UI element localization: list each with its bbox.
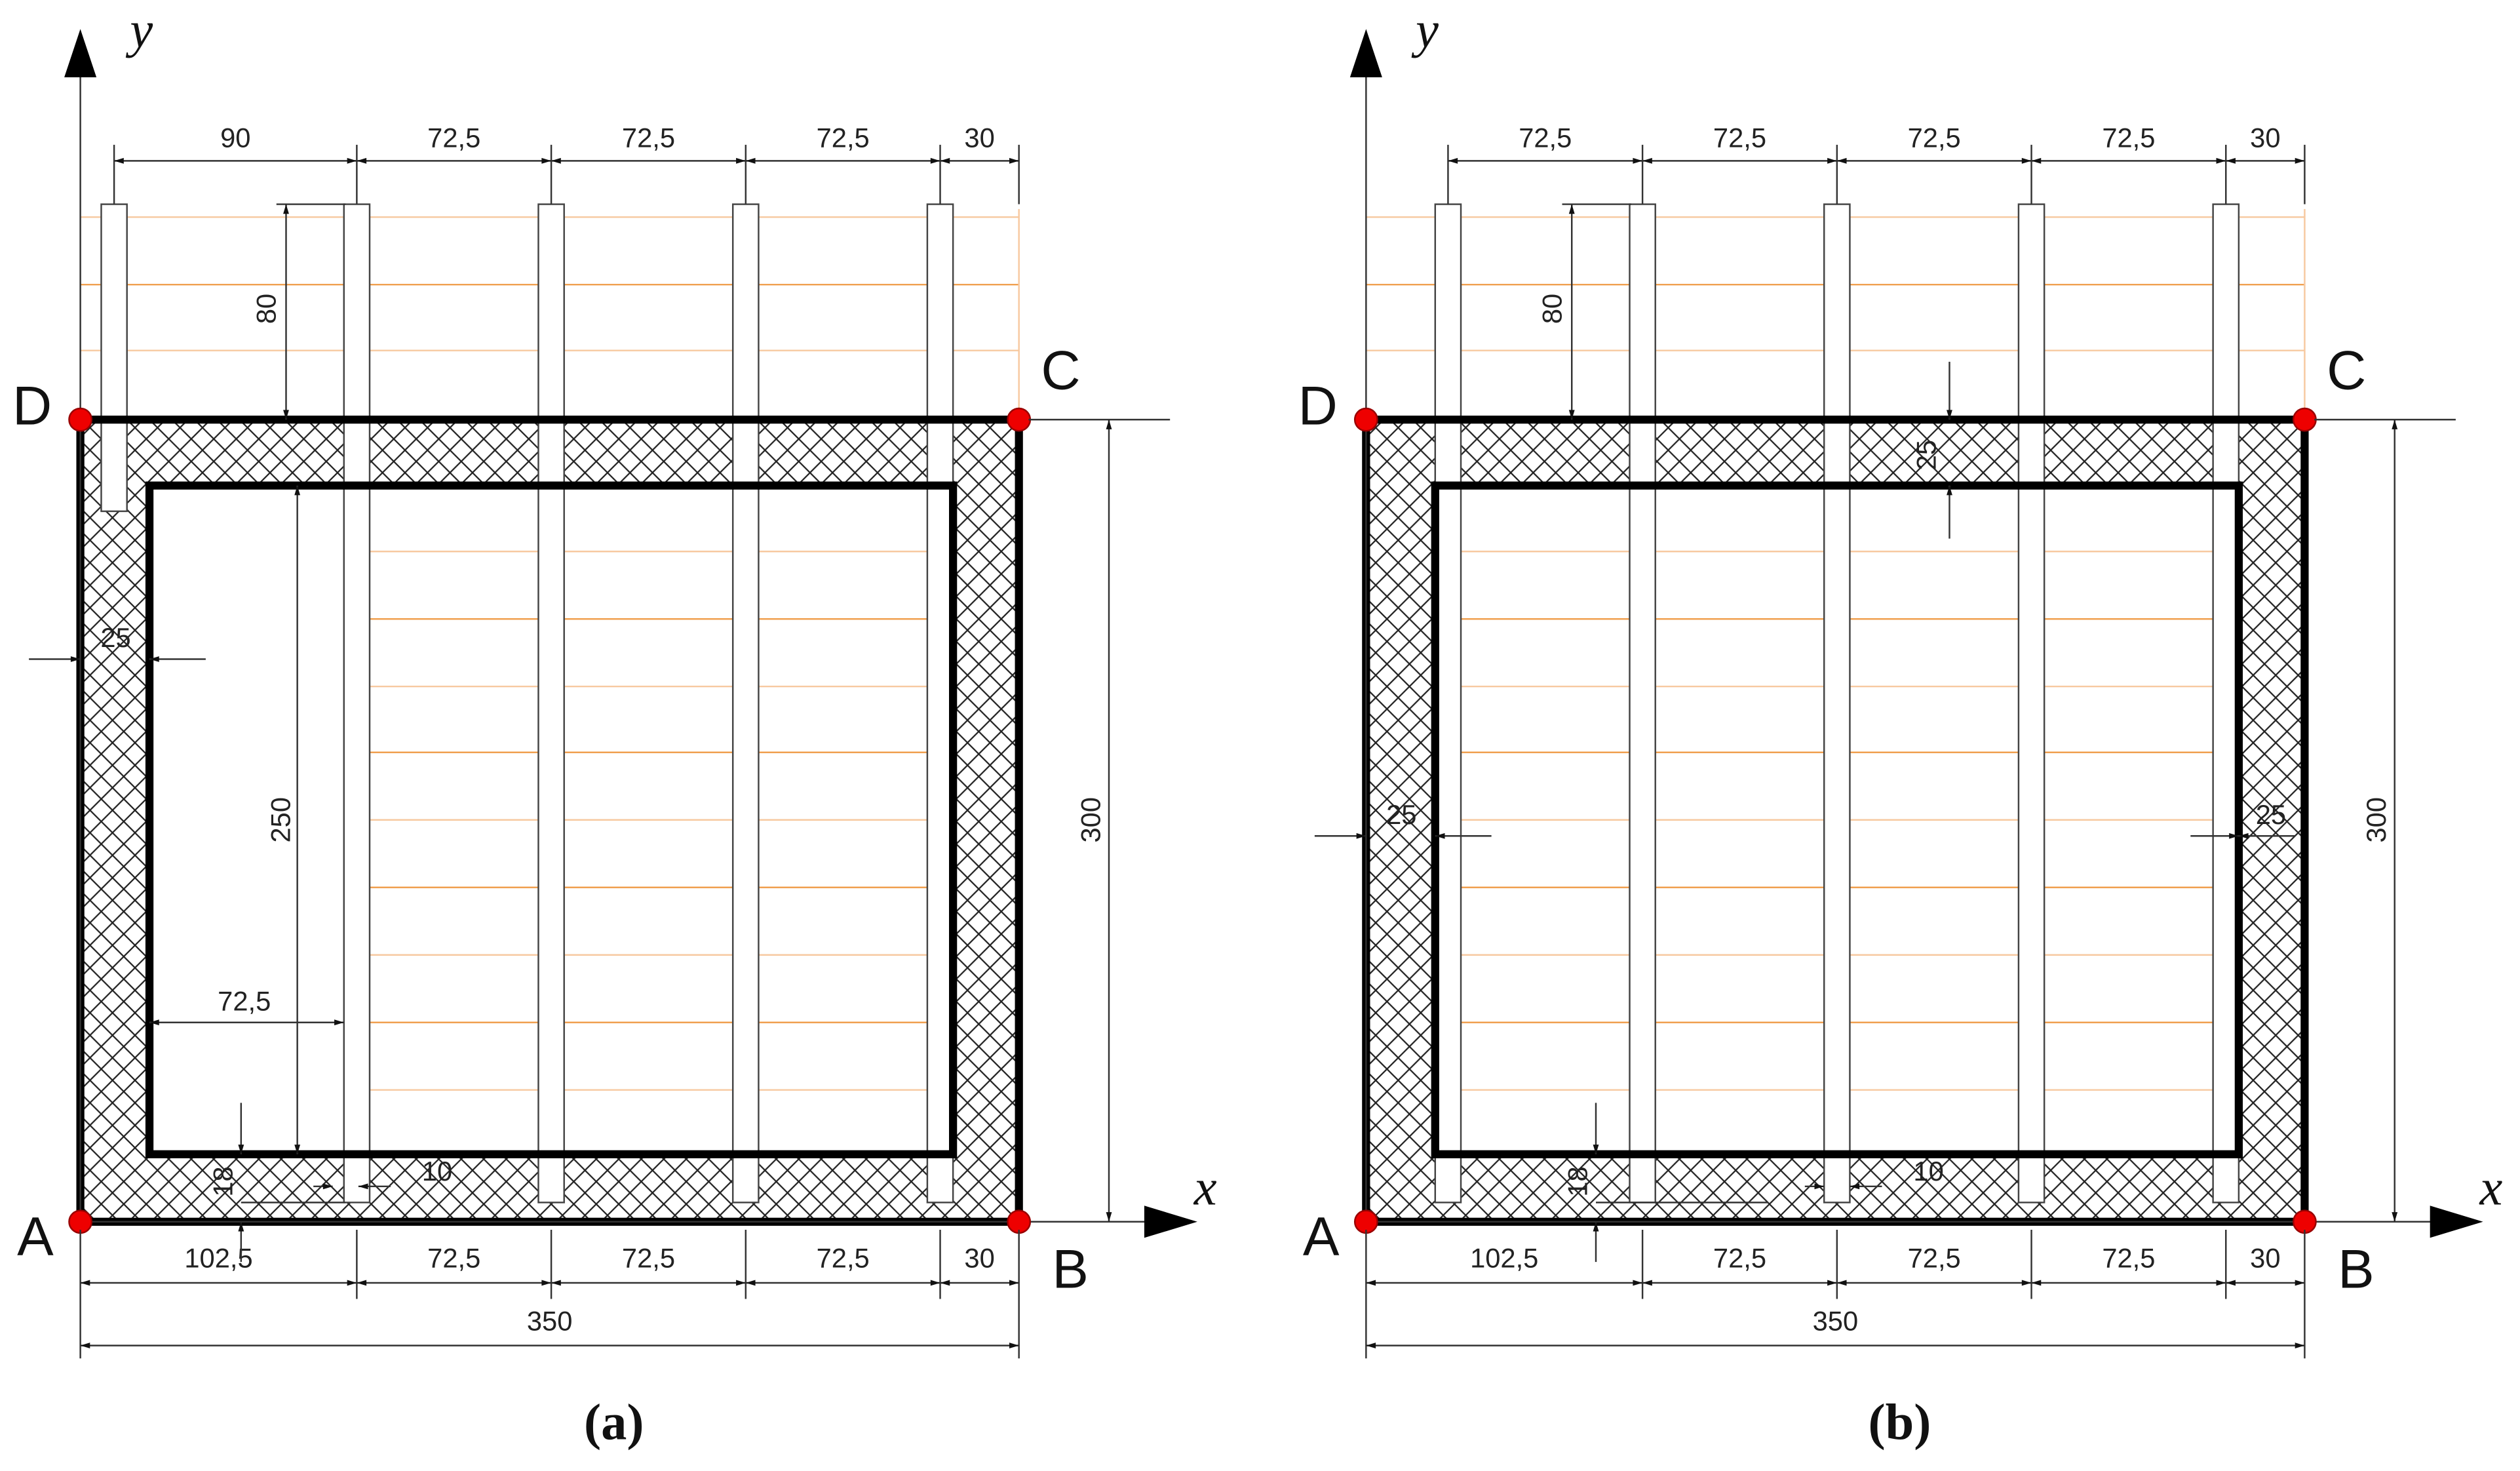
dimension-label: 72,5 (427, 1243, 480, 1274)
dimension-label: 250 (265, 797, 296, 843)
rod (537, 203, 565, 1204)
dimension-label: 72,5 (1713, 122, 1766, 153)
dimension-label: 72,5 (2102, 1243, 2155, 1274)
corner-label: B (2338, 1238, 2375, 1299)
dimension-label: 72,5 (817, 122, 870, 153)
dimension-label: 72,5 (1908, 1243, 1961, 1274)
corner-point (2293, 407, 2317, 432)
axis-arrow (2430, 1206, 2483, 1238)
dimension-label: 30 (2250, 122, 2280, 153)
axis-label: y (125, 1, 153, 58)
dimension-label: 10 (422, 1156, 452, 1187)
dimension-label: 18 (207, 1166, 238, 1196)
corner-label: D (1298, 375, 1338, 436)
dimension-label: 72,5 (1713, 1243, 1766, 1274)
rod (2212, 203, 2240, 1204)
corner-point (1353, 407, 1378, 432)
corner-point (68, 407, 92, 432)
dimension-label: 30 (964, 1243, 994, 1274)
dimension-label: 72,5 (817, 1243, 870, 1274)
axis-arrow (1349, 29, 1382, 77)
dimension-label: 102,5 (184, 1243, 252, 1274)
dimension-label: 72,5 (622, 1243, 675, 1274)
dimension-label: 102,5 (1470, 1243, 1538, 1274)
dimension-label: 300 (1075, 797, 1106, 843)
rod (343, 203, 371, 1204)
panel: y x A B C D 72,5 72,5 72,5 72,5 30 102,5 72,5 72,5 72,… (1298, 1, 2503, 1451)
rod (731, 203, 760, 1204)
rod (100, 203, 128, 513)
axis-arrow (1144, 1206, 1197, 1238)
corner-label: A (17, 1206, 54, 1267)
caption: (a) (584, 1394, 644, 1451)
dimension-label: 72,5 (427, 122, 480, 153)
corner-label: A (1303, 1206, 1340, 1267)
corner-point (2293, 1209, 2317, 1234)
dimension-label: 90 (220, 122, 250, 153)
corner-point (1007, 1209, 1032, 1234)
inner-wall (1431, 481, 2243, 1158)
corner-label: D (12, 375, 52, 436)
caption: (b) (1869, 1394, 1931, 1451)
dimension-label: 30 (964, 122, 994, 153)
dimension-label: 72,5 (622, 122, 675, 153)
corner-point (1353, 1209, 1378, 1234)
rod (1823, 203, 1851, 1204)
corner-label: C (1041, 340, 1080, 401)
dimension-label: 80 (1536, 294, 1567, 324)
panel: y x A B C D 90 72,5 72,5 72,5 30 102,5 72,5 72,5 72,5 3… (12, 1, 1217, 1451)
dimension-label: 72,5 (218, 985, 271, 1016)
dimension-label: 30 (2250, 1243, 2280, 1274)
dimension-label: 72,5 (1519, 122, 1572, 153)
dimension-label: 25 (1911, 440, 1942, 470)
corner-label: B (1052, 1238, 1089, 1299)
rod (1629, 203, 1656, 1204)
corner-point (1007, 407, 1032, 432)
dimension-label: 25 (1386, 799, 1416, 830)
dimension-label: 350 (1813, 1305, 1859, 1336)
dimension-label: 18 (1562, 1166, 1593, 1196)
dimension-label: 10 (1913, 1156, 1943, 1187)
axis-label: x (2479, 1159, 2502, 1216)
dimension-label: 25 (2256, 799, 2286, 830)
corner-label: C (2327, 340, 2366, 401)
dimension-label: 72,5 (1908, 122, 1961, 153)
axis-label: y (1411, 1, 1439, 58)
corner-point (68, 1209, 92, 1234)
inner-wall (145, 481, 958, 1158)
dimension-label: 350 (527, 1305, 573, 1336)
axis-arrow (64, 29, 97, 77)
axis-label: x (1193, 1159, 1217, 1216)
dimension-label: 72,5 (2102, 122, 2155, 153)
dimension-label: 25 (100, 622, 130, 653)
rod (2017, 203, 2045, 1204)
dimension-label: 80 (251, 294, 282, 324)
dimension-label: 300 (2361, 797, 2392, 843)
